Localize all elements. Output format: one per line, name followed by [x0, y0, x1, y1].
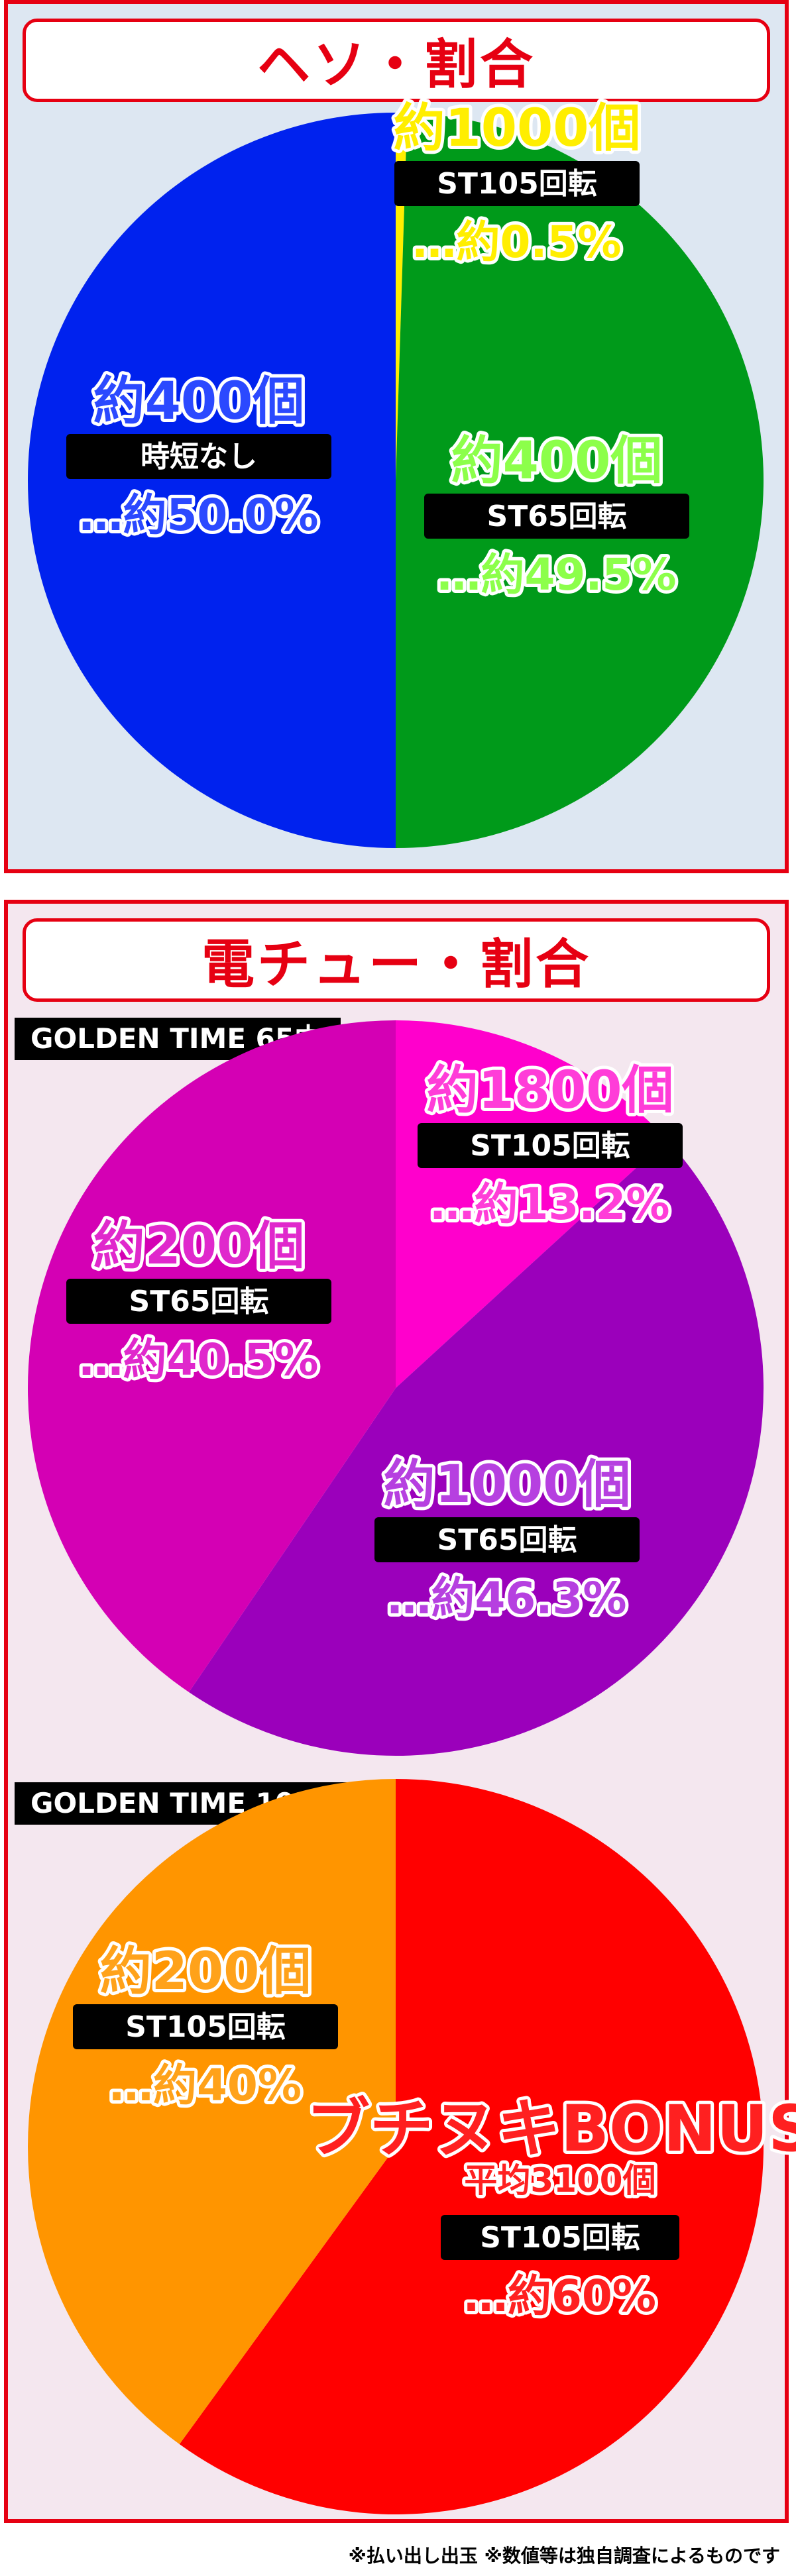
footnote: ※払い出し出玉 ※数値等は独自調査によるものです	[348, 2545, 780, 2567]
slice-mode: ST105回転	[125, 2010, 286, 2044]
slice-mode-box	[394, 161, 640, 206]
slice-mode: ST65回転	[129, 1285, 269, 1318]
pie-slice	[396, 1020, 667, 1388]
slice-rate: …約40.5%	[80, 1334, 319, 1385]
slice-balls: 約1000個	[383, 1455, 630, 1515]
slice-balls: 約400個	[451, 431, 663, 491]
slice-balls: 約200個	[100, 1942, 312, 2002]
slice-rate: …約46.3%	[388, 1573, 627, 1624]
slice-mode-box	[424, 494, 689, 539]
denchu-title: 電チュー・割合	[23, 918, 770, 1002]
pie-slice	[179, 1779, 764, 2514]
slice-rate: …約49.5%	[437, 549, 677, 600]
slice-rate: …約50.0%	[80, 490, 319, 541]
slice-balls: 約200個	[93, 1216, 305, 1276]
slice-mode: ST105回転	[437, 167, 597, 201]
slice-mode-box	[66, 1279, 331, 1324]
slice-balls: 平均3100個	[464, 2161, 655, 2200]
slice-heading: ブチヌキBONUS	[306, 2092, 796, 2166]
slice-rate: …約13.2%	[431, 1179, 670, 1230]
slice-mode-box	[441, 2215, 679, 2260]
slice-rate: …約40%	[109, 2060, 302, 2111]
slice-mode: ST105回転	[470, 1129, 630, 1163]
pie-slice	[396, 113, 764, 848]
slice-mode-box	[73, 2004, 338, 2049]
slice-mode-box	[418, 1123, 683, 1168]
slice-balls: 約1000個	[393, 99, 640, 158]
pie-slice	[27, 1020, 396, 1693]
slice-mode: ST105回転	[480, 2221, 640, 2255]
slice-balls: 約400個	[93, 372, 305, 431]
slice-mode-box	[374, 1517, 640, 1562]
slice-rate: …約0.5%	[412, 217, 621, 268]
pie-slice	[189, 1140, 764, 1756]
pie-slice	[28, 113, 396, 848]
slice-mode: ST65回転	[437, 1523, 577, 1557]
slice-balls: 約1800個	[426, 1061, 673, 1120]
slice-mode: 時短なし	[141, 440, 257, 474]
slice-rate: …約60%	[464, 2271, 656, 2322]
slice-mode: ST65回転	[487, 500, 627, 533]
heso-title: ヘソ・割合	[23, 19, 770, 102]
slice-mode-box	[66, 434, 331, 479]
pie-slice	[28, 1779, 396, 2445]
